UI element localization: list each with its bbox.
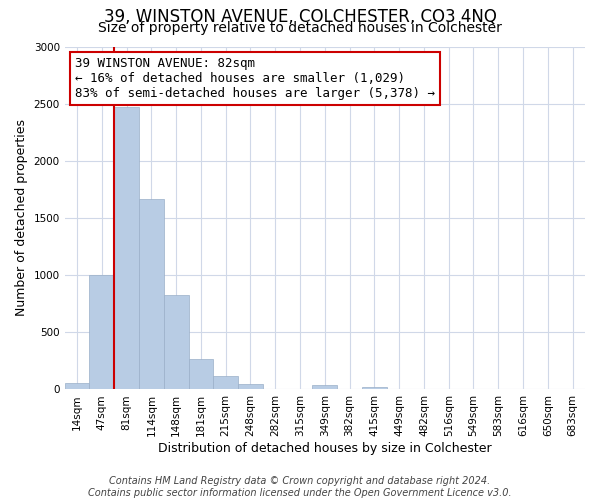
Bar: [139, 198, 164, 390]
Bar: [214, 376, 238, 390]
Text: 39, WINSTON AVENUE, COLCHESTER, CO3 4NQ: 39, WINSTON AVENUE, COLCHESTER, CO3 4NQ: [104, 8, 496, 26]
Bar: [89, 275, 114, 390]
Bar: [164, 294, 188, 390]
Bar: [238, 384, 263, 390]
Bar: [362, 387, 387, 390]
Bar: [188, 358, 214, 390]
Bar: [313, 385, 337, 390]
Text: 39 WINSTON AVENUE: 82sqm
← 16% of detached houses are smaller (1,029)
83% of sem: 39 WINSTON AVENUE: 82sqm ← 16% of detach…: [75, 57, 435, 100]
Text: Size of property relative to detached houses in Colchester: Size of property relative to detached ho…: [98, 21, 502, 35]
X-axis label: Distribution of detached houses by size in Colchester: Distribution of detached houses by size …: [158, 442, 491, 455]
Y-axis label: Number of detached properties: Number of detached properties: [15, 120, 28, 316]
Bar: [114, 107, 139, 390]
Text: Contains HM Land Registry data © Crown copyright and database right 2024.
Contai: Contains HM Land Registry data © Crown c…: [88, 476, 512, 498]
Bar: [65, 383, 89, 390]
